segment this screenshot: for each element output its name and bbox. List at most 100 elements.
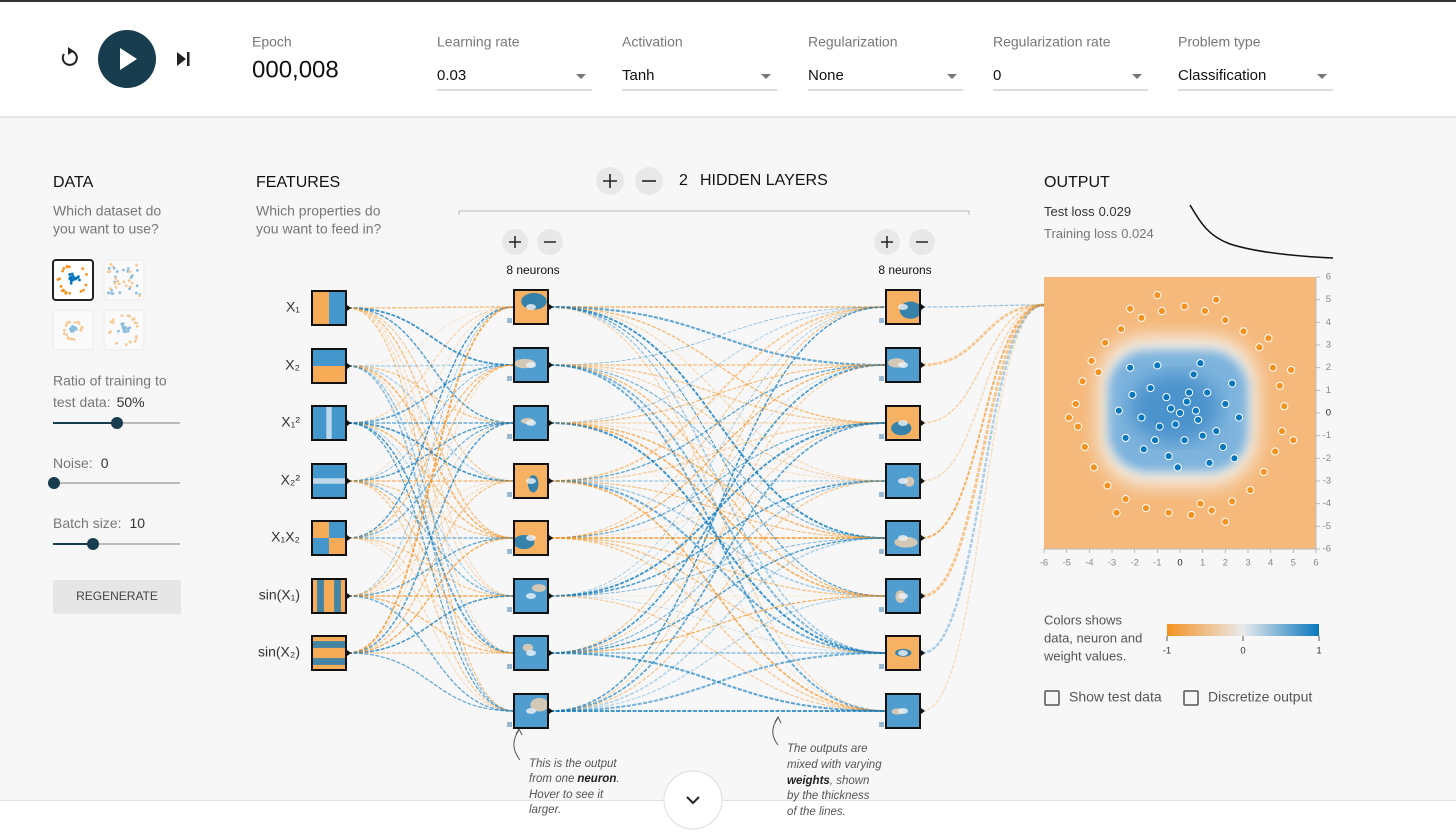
- neuron-pattern: [898, 708, 908, 714]
- play-button[interactable]: [98, 30, 156, 88]
- neuron-node[interactable]: [879, 578, 925, 614]
- dropdown-label: Regularization rate: [993, 34, 1111, 50]
- scale-tick-label: 1: [1316, 646, 1321, 657]
- add-layer-button[interactable]: [596, 167, 624, 195]
- dataset-dot: [113, 281, 117, 285]
- node-frame: [885, 405, 921, 441]
- neuron-add-button[interactable]: [874, 229, 900, 255]
- connection: [347, 652, 515, 712]
- reset-button[interactable]: [61, 47, 78, 66]
- neuron-add-button[interactable]: [502, 229, 528, 255]
- dataset-dot: [80, 326, 84, 329]
- node-frame: [885, 289, 921, 325]
- dataset-option[interactable]: [52, 259, 94, 301]
- feature-node[interactable]: X₁: [286, 290, 351, 326]
- dataset-dot: [129, 276, 133, 279]
- scale-tick-label: 0: [1240, 646, 1245, 657]
- remove-layer-button[interactable]: [635, 167, 663, 195]
- neuron-pattern: [526, 362, 536, 368]
- neuron-pattern: [522, 643, 534, 652]
- neuron-node[interactable]: [879, 289, 925, 325]
- neuron-pattern: [526, 650, 536, 656]
- dataset-dot: [69, 279, 73, 283]
- data-point: [1094, 368, 1103, 377]
- feature-node[interactable]: X₁²: [281, 405, 351, 441]
- neuron-remove-button[interactable]: [537, 229, 563, 255]
- ratio-slider[interactable]: [53, 417, 180, 429]
- dataset-dot: [106, 291, 110, 295]
- connection: [921, 303, 1045, 598]
- data-point: [1180, 436, 1189, 445]
- dataset-dot: [69, 327, 73, 331]
- dataset-option[interactable]: [103, 309, 145, 351]
- connection: [347, 595, 515, 712]
- feature-pattern: [312, 658, 346, 665]
- epoch-label: Epoch: [252, 34, 292, 50]
- dropdown[interactable]: Regularization None: [808, 34, 963, 91]
- neuron-remove-button[interactable]: [909, 229, 935, 255]
- node-frame: [311, 578, 347, 614]
- dropdown[interactable]: Regularization rate 0: [993, 34, 1148, 91]
- data-point: [1162, 393, 1171, 402]
- neuron-node[interactable]: [507, 520, 553, 556]
- dataset-frame: [103, 259, 145, 301]
- dataset-dot: [124, 330, 127, 334]
- show-test-checkbox[interactable]: Show test data: [1044, 689, 1162, 706]
- annotation: The outputs are: [787, 743, 868, 755]
- dataset-dot: [68, 327, 72, 331]
- neuron-node[interactable]: [507, 635, 553, 671]
- neuron-node[interactable]: [507, 693, 553, 729]
- neuron-node[interactable]: [507, 578, 553, 614]
- scroll-down-button[interactable]: [663, 770, 723, 830]
- data-point: [1155, 422, 1164, 431]
- connection: [549, 595, 887, 654]
- neuron-node[interactable]: [507, 405, 553, 441]
- connection: [347, 364, 515, 654]
- y-tick-label: 5: [1326, 294, 1331, 305]
- node-port: [549, 708, 553, 714]
- discretize-checkbox[interactable]: Discretize output: [1183, 689, 1312, 706]
- connection: [347, 537, 515, 597]
- ratio-label: test data:: [53, 394, 111, 410]
- dataset-dot: [121, 325, 125, 329]
- feature-node[interactable]: X₂: [285, 348, 351, 384]
- feature-node[interactable]: sin(X₁): [259, 578, 351, 614]
- neuron-node[interactable]: [879, 693, 925, 729]
- feature-node[interactable]: X₂²: [281, 463, 351, 499]
- data-point: [1203, 388, 1212, 397]
- neuron-node[interactable]: [507, 289, 553, 325]
- noise-slider[interactable]: [48, 477, 180, 489]
- feature-pattern: [312, 538, 329, 555]
- dropdown[interactable]: Activation Tanh: [622, 34, 777, 91]
- data-point: [1078, 377, 1087, 386]
- neuron-node[interactable]: [507, 463, 553, 499]
- connection: [347, 480, 515, 654]
- connection: [347, 306, 515, 367]
- node-frame: [513, 405, 549, 441]
- dropdown[interactable]: Problem type Classification: [1178, 34, 1333, 91]
- data-point: [1205, 458, 1214, 467]
- dataset-option[interactable]: [103, 259, 145, 301]
- neuron-node[interactable]: [879, 635, 925, 671]
- y-tick-label: -6: [1323, 544, 1331, 555]
- batch-slider[interactable]: [53, 538, 180, 550]
- feature-node[interactable]: sin(X₂): [258, 635, 351, 671]
- neuron-pattern: [526, 708, 536, 714]
- neuron-node[interactable]: [879, 347, 925, 383]
- neuron-node[interactable]: [879, 405, 925, 441]
- neuron-node[interactable]: [507, 347, 553, 383]
- data-point: [1166, 404, 1176, 413]
- dataset-dot: [56, 278, 60, 281]
- neuron-node[interactable]: [879, 463, 925, 499]
- bias-marker: [507, 318, 512, 323]
- neuron-pattern: [530, 697, 549, 712]
- node-port: [921, 362, 925, 368]
- regenerate-button[interactable]: REGENERATE: [53, 580, 181, 614]
- connection: [549, 651, 887, 713]
- neuron-node[interactable]: [879, 520, 925, 556]
- dropdown[interactable]: Learning rate 0.03: [437, 34, 592, 91]
- dataset-dot: [70, 329, 74, 333]
- step-button[interactable]: [177, 52, 190, 66]
- feature-node[interactable]: X₁X₂: [271, 520, 351, 556]
- dataset-option[interactable]: [52, 309, 94, 351]
